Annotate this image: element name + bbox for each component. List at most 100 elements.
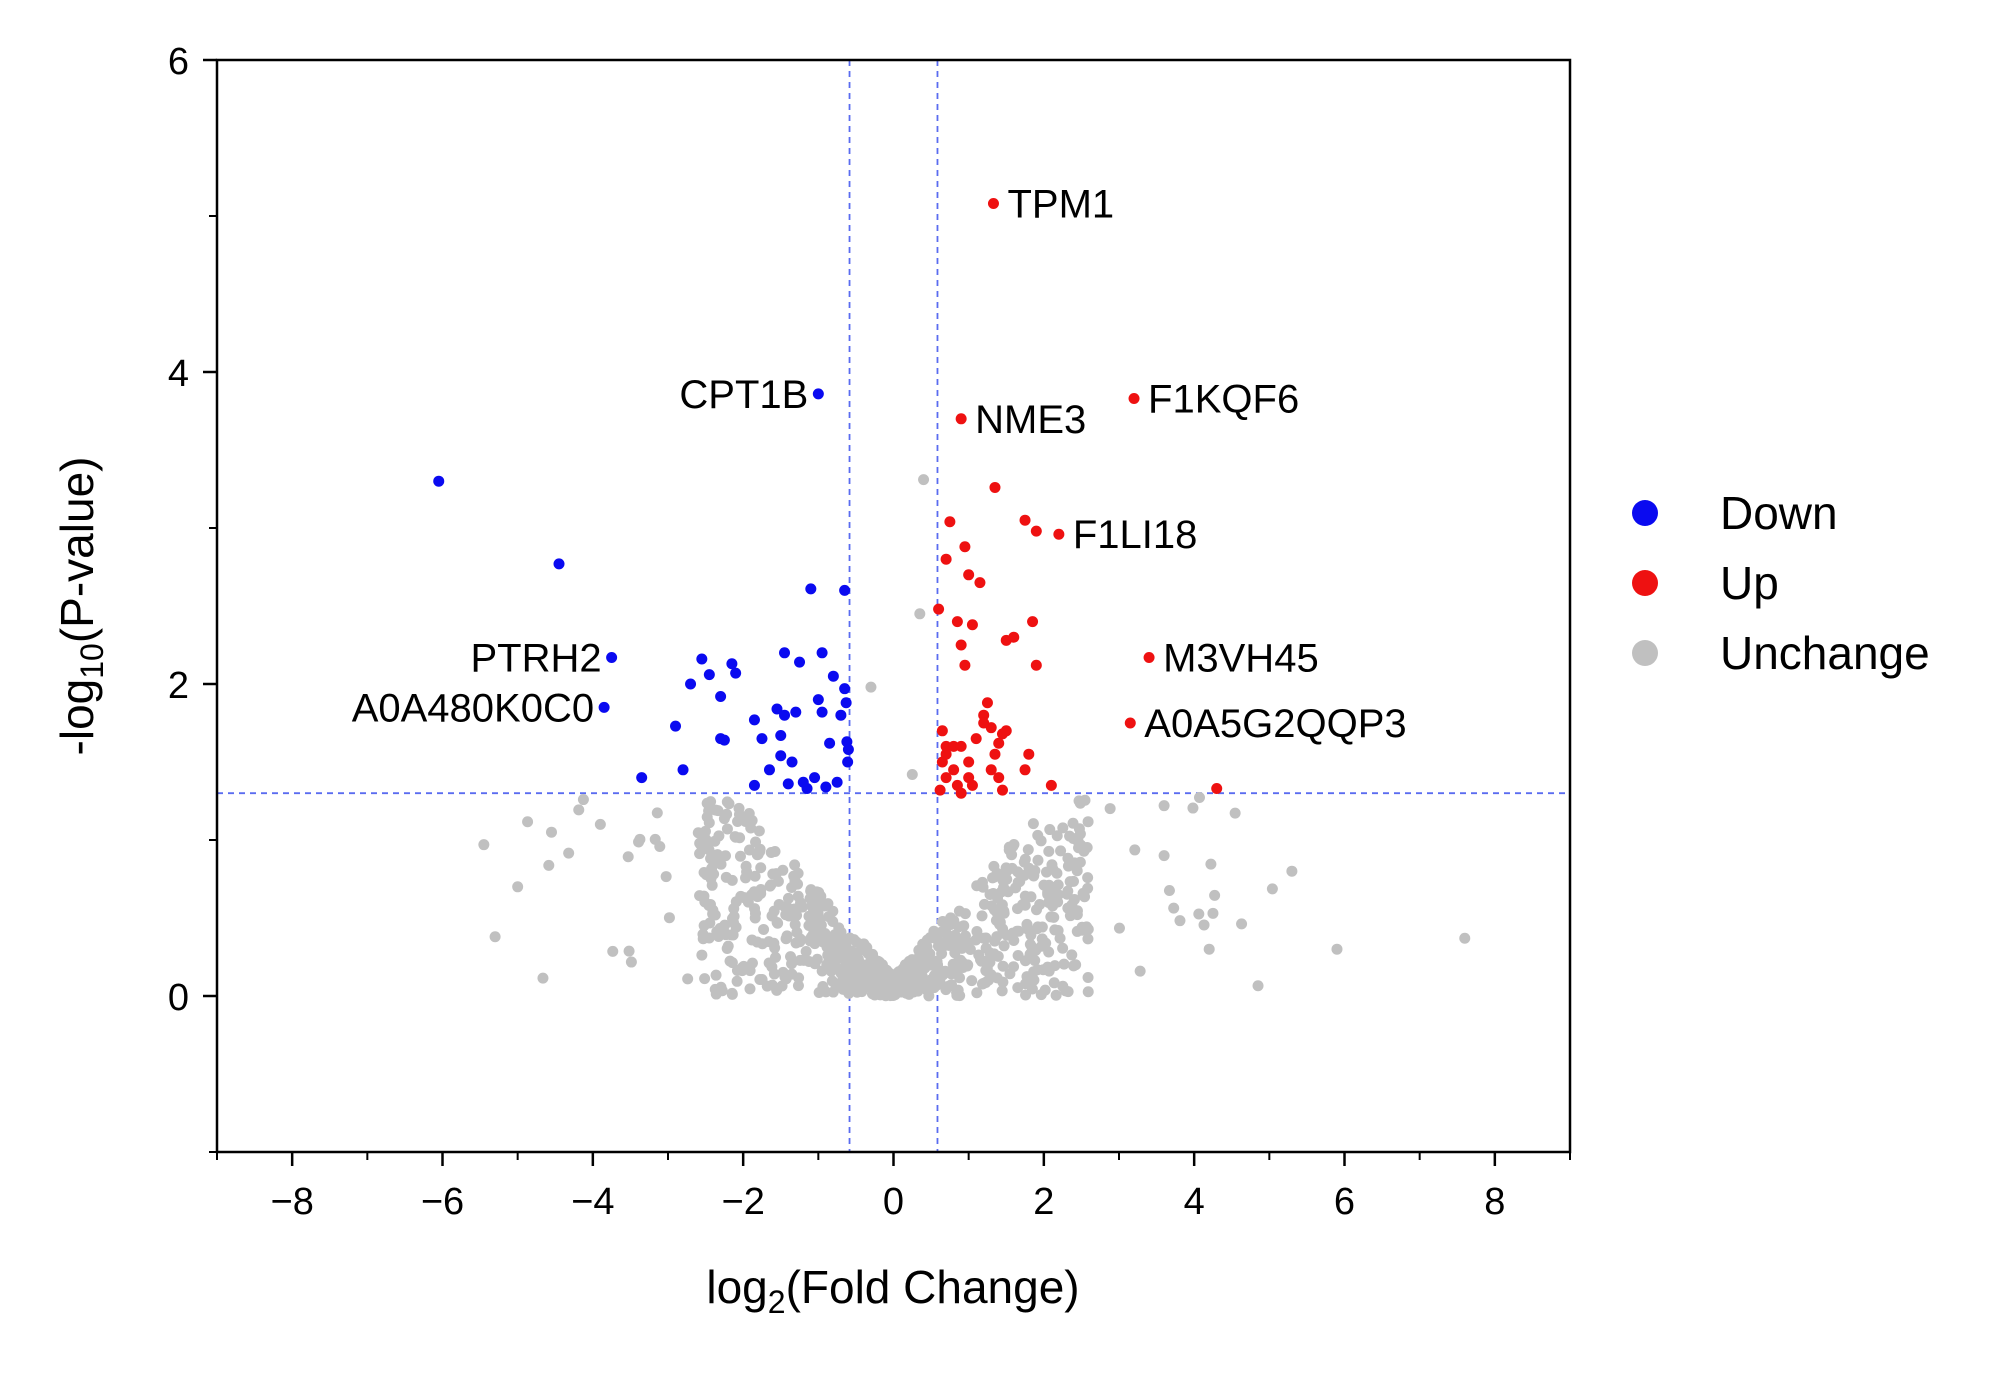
point-unchange xyxy=(709,909,721,921)
x-tick-label: 4 xyxy=(1184,1181,1205,1223)
point-up xyxy=(1053,528,1065,540)
point-unchange xyxy=(705,796,717,808)
point-down xyxy=(748,714,760,726)
point-unchange xyxy=(908,973,920,985)
point-unchange xyxy=(998,882,1010,894)
point-unchange xyxy=(1207,907,1219,919)
point-unchange xyxy=(1027,818,1039,830)
point-unchange xyxy=(749,912,761,924)
point-unchange xyxy=(736,965,748,977)
point-down xyxy=(782,778,794,790)
point-up xyxy=(940,772,952,784)
point-unchange xyxy=(1026,983,1038,995)
point-unchange xyxy=(914,608,926,620)
point-unchange xyxy=(1193,908,1205,920)
point-unchange xyxy=(803,910,815,922)
point-up xyxy=(1124,717,1136,729)
legend: Down Up Unchange xyxy=(1632,487,1930,679)
point-unchange xyxy=(978,977,990,989)
point-unchange xyxy=(1082,972,1094,984)
point-unchange xyxy=(731,975,743,987)
point-down xyxy=(812,388,824,400)
point-unchange xyxy=(975,955,987,967)
point-down xyxy=(636,772,648,784)
point-unchange xyxy=(755,862,767,874)
point-unchange xyxy=(663,912,675,924)
point-unchange xyxy=(625,956,637,968)
point-down xyxy=(756,733,768,745)
point-unchange xyxy=(1082,872,1094,884)
point-unchange xyxy=(753,825,765,837)
point-unchange xyxy=(755,883,767,895)
point-unchange xyxy=(792,878,804,890)
point-unchange xyxy=(1054,932,1066,944)
point-up xyxy=(955,413,967,425)
point-up xyxy=(1019,514,1031,526)
point-unchange xyxy=(573,804,585,816)
point-unchange xyxy=(793,902,805,914)
point-unchange xyxy=(1193,792,1205,804)
point-unchange xyxy=(776,980,788,992)
point-unchange xyxy=(744,983,756,995)
point-unchange xyxy=(1331,943,1343,955)
point-up xyxy=(1030,525,1042,537)
point-unchange xyxy=(987,888,999,900)
y-tick-label: 0 xyxy=(168,977,189,1019)
point-unchange xyxy=(622,851,634,863)
x-axis-title-main: log xyxy=(706,1261,767,1313)
point-up xyxy=(974,577,986,589)
point-unchange xyxy=(971,926,983,938)
y-tick-label: 4 xyxy=(168,353,189,395)
point-unchange xyxy=(715,852,727,864)
point-unchange xyxy=(682,973,694,985)
x-tick-label: 0 xyxy=(883,1181,904,1223)
point-up xyxy=(993,737,1005,749)
legend-marker-up xyxy=(1632,570,1658,596)
x-tick-label: −4 xyxy=(571,1181,614,1223)
point-unchange xyxy=(1029,954,1041,966)
point-unchange xyxy=(1158,800,1170,812)
point-unchange xyxy=(823,911,835,923)
point-unchange xyxy=(751,849,763,861)
point-up xyxy=(940,553,952,565)
point-unchange xyxy=(724,955,736,967)
point-up xyxy=(955,740,967,752)
x-tick-label: −6 xyxy=(421,1181,464,1223)
point-unchange xyxy=(945,918,957,930)
point-unchange xyxy=(1008,935,1020,947)
point-unchange xyxy=(704,917,716,929)
point-up xyxy=(963,756,975,768)
point-unchange xyxy=(1028,869,1040,881)
point-unchange xyxy=(1012,903,1024,915)
point-unchange xyxy=(1104,803,1116,815)
point-up xyxy=(959,659,971,671)
point-unchange xyxy=(1067,817,1079,829)
annotation-label: F1KQF6 xyxy=(1148,378,1299,422)
point-down xyxy=(835,709,847,721)
point-unchange xyxy=(1032,829,1044,841)
point-unchange xyxy=(816,965,828,977)
point-unchange xyxy=(949,929,961,941)
data-points xyxy=(433,198,1471,1002)
point-unchange xyxy=(976,876,988,888)
point-down xyxy=(790,706,802,718)
x-axis-title-sub: 2 xyxy=(768,1284,786,1320)
point-unchange xyxy=(766,979,778,991)
point-unchange xyxy=(1012,982,1024,994)
point-unchange xyxy=(721,823,733,835)
point-unchange xyxy=(694,848,706,860)
legend-marker-unchange xyxy=(1632,640,1658,666)
point-down xyxy=(763,764,775,776)
point-unchange xyxy=(1082,933,1094,945)
point-unchange xyxy=(889,989,901,1001)
point-unchange xyxy=(815,925,827,937)
x-axis-title: log2(Fold Change) xyxy=(706,1261,1079,1320)
point-unchange xyxy=(781,930,793,942)
annotation-label: F1LI18 xyxy=(1073,513,1198,557)
point-unchange xyxy=(563,847,575,859)
legend-marker-down xyxy=(1632,500,1658,526)
annotation-label: TPM1 xyxy=(1007,183,1114,227)
point-down xyxy=(598,701,610,713)
point-unchange xyxy=(955,954,967,966)
point-unchange xyxy=(879,965,891,977)
